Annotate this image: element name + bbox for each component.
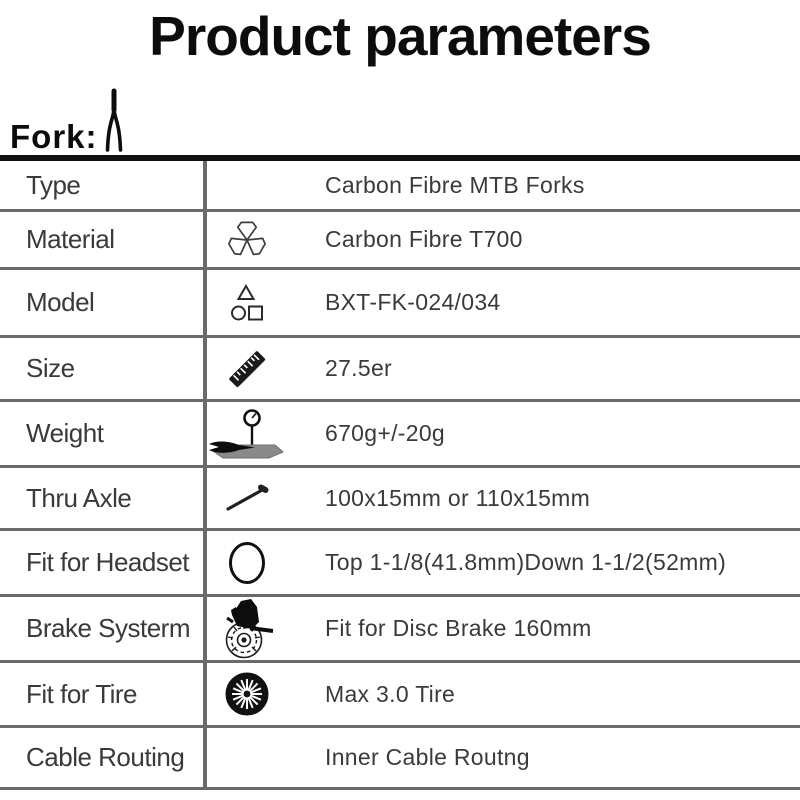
row-label: Size — [0, 338, 207, 399]
row-label: Thru Axle — [0, 468, 207, 528]
table-row-material: Material Carbon Fibre T700 — [0, 212, 800, 270]
table-row-size: Size — [0, 338, 800, 402]
row-value: Carbon Fibre MTB Forks — [325, 171, 585, 198]
scale-icon — [207, 408, 287, 460]
row-value: BXT-FK-024/034 — [325, 289, 501, 315]
row-label: Cable Routing — [0, 728, 207, 787]
row-value: 27.5er — [325, 355, 393, 381]
carbon-fibre-icon — [207, 219, 287, 261]
table-row-brake: Brake Systerm — [0, 597, 800, 663]
row-label: Type — [0, 161, 207, 209]
spec-table: Type Carbon Fibre MTB Forks Material Car… — [0, 155, 800, 790]
ruler-icon — [207, 347, 287, 391]
row-label: Material — [0, 212, 207, 267]
table-row-tire: Fit for Tire — [0, 663, 800, 728]
row-label: Fit for Tire — [0, 663, 207, 725]
headset-ring-icon — [207, 540, 287, 586]
table-row-type: Type Carbon Fibre MTB Forks — [0, 161, 800, 212]
table-row-model: Model BXT-FK-024/034 — [0, 270, 800, 338]
shapes-icon — [207, 282, 287, 324]
row-value: Top 1-1/8(41.8mm)Down 1-1/2(52mm) — [325, 549, 727, 575]
row-value: Max 3.0 Tire — [325, 680, 456, 707]
row-value: Carbon Fibre T700 — [325, 226, 523, 252]
row-label: Brake Systerm — [0, 597, 207, 660]
row-value: Fit for Disc Brake 160mm — [325, 615, 592, 641]
row-value: 670g+/-20g — [325, 420, 446, 446]
row-label: Model — [0, 270, 207, 335]
table-row-cable-routing: Cable Routing Inner Cable Routng — [0, 728, 800, 790]
disc-brake-icon — [207, 598, 287, 660]
fork-section-header: Fork: — [10, 88, 800, 155]
row-value: Inner Cable Routng — [325, 744, 530, 770]
table-row-headset: Fit for Headset Top 1-1/8(41.8mm)Down 1-… — [0, 531, 800, 597]
fork-icon — [98, 88, 128, 155]
row-label: Fit for Headset — [0, 531, 207, 594]
row-label: Weight — [0, 402, 207, 465]
row-value: 100x15mm or 110x15mm — [325, 484, 591, 511]
table-row-weight: Weight 670g+/-20g — [0, 402, 800, 468]
table-row-thru-axle: Thru Axle 100x15mm or 110x15mm — [0, 468, 800, 531]
page-title: Product parameters — [149, 5, 652, 67]
thru-axle-icon — [207, 482, 287, 514]
wheel-icon — [207, 671, 287, 717]
fork-section-label: Fork: — [10, 118, 98, 155]
